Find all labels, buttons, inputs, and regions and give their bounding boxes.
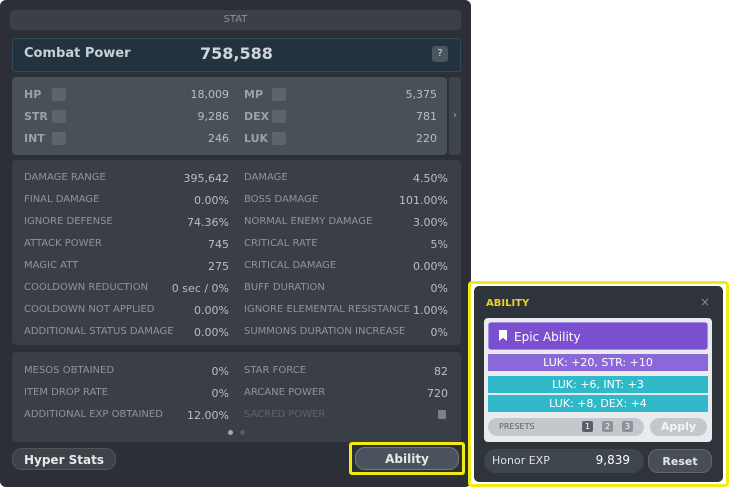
stat-value: 12.00%	[187, 409, 229, 422]
combat-power-value: 758,588	[200, 44, 273, 63]
stat-value: 0%	[211, 387, 229, 400]
honor-exp-value: 9,839	[595, 453, 630, 467]
stat-label: DEX	[244, 110, 270, 123]
close-button[interactable]: ×	[700, 295, 711, 309]
stat-label: ATTACK POWER	[24, 238, 102, 249]
stat-label: ITEM DROP RATE	[24, 387, 108, 398]
grade-bar	[488, 322, 708, 350]
stat-label: LUK	[244, 132, 269, 145]
stat-label: HP	[24, 88, 42, 101]
stat-value: 5%	[430, 238, 448, 251]
stat-label: NORMAL ENEMY DAMAGE	[244, 216, 373, 227]
stat-label: ARCANE POWER	[244, 387, 326, 398]
expand-tab[interactable]: ›	[449, 77, 461, 155]
stat-label: DAMAGE RANGE	[24, 172, 106, 183]
stat-label: SUMMONS DURATION INCREASE	[244, 326, 406, 337]
stat-label: BOSS DAMAGE	[244, 194, 319, 205]
base-stats-panel	[12, 77, 447, 155]
stat-title: STAT	[10, 10, 461, 30]
presets-label: PRESETS	[499, 422, 535, 431]
preset-button[interactable]: 3	[622, 421, 633, 432]
stat-value: 3.00%	[413, 216, 448, 229]
stat-plus-button[interactable]	[52, 88, 66, 101]
apply-button[interactable]: Apply	[650, 418, 707, 436]
stat-value: 9,286	[197, 110, 230, 123]
stat-label: CRITICAL DAMAGE	[244, 260, 337, 271]
stat-value: 395,642	[183, 172, 230, 185]
stat-value: 275	[208, 260, 229, 273]
stat-label: ADDITIONAL EXP OBTAINED	[24, 409, 163, 420]
honor-exp-label: Honor EXP	[492, 454, 550, 467]
stat-label: COOLDOWN NOT APPLIED	[24, 304, 155, 315]
stat-label: BUFF DURATION	[244, 282, 325, 293]
help-button[interactable]: ?	[432, 46, 448, 62]
stat-label: ADDITIONAL STATUS DAMAGE	[24, 326, 174, 337]
preset-button[interactable]: 2	[602, 421, 613, 432]
ability-line: LUK: +6, INT: +3	[488, 376, 708, 393]
reset-button[interactable]: Reset	[648, 449, 712, 473]
ability-line: LUK: +20, STR: +10	[488, 354, 708, 371]
stat-value: 1.00%	[413, 304, 448, 317]
stat-label: MP	[244, 88, 264, 101]
details-panel	[12, 160, 461, 345]
stat-label: INT	[24, 132, 45, 145]
stat-value: 720	[427, 387, 448, 400]
bookmark-icon	[499, 330, 507, 341]
extra-panel	[12, 352, 461, 442]
stat-label: FINAL DAMAGE	[24, 194, 100, 205]
stat-value: 0%	[430, 326, 448, 339]
stat-value: 220	[416, 132, 437, 145]
preset-button[interactable]: 1	[582, 421, 593, 432]
hyper-stats-button[interactable]: Hyper Stats	[12, 448, 116, 470]
stat-value: 781	[416, 110, 437, 123]
page-dot[interactable]	[240, 430, 245, 435]
stat-label: STAR FORCE	[244, 365, 307, 376]
stat-value: 246	[208, 132, 229, 145]
honor-exp-bar	[484, 449, 644, 473]
stat-value: 5,375	[405, 88, 438, 101]
stat-value: 74.36%	[187, 216, 229, 229]
stat-value: 4.50%	[413, 172, 448, 185]
stat-value: 82	[434, 365, 448, 378]
stat-label: STR	[24, 110, 48, 123]
ability-title: ABILITY	[486, 298, 530, 309]
stat-value: 0 sec / 0%	[171, 282, 229, 295]
page-dot[interactable]	[228, 430, 233, 435]
stat-label: IGNORE DEFENSE	[24, 216, 113, 227]
stat-label: MESOS OBTAINED	[24, 365, 115, 376]
stat-value: 0.00%	[413, 260, 448, 273]
ability-button[interactable]: Ability	[355, 447, 459, 470]
stat-label: SACRED POWER	[244, 409, 326, 420]
stat-label: CRITICAL RATE	[244, 238, 318, 249]
lock-icon	[438, 410, 446, 419]
highlight	[349, 442, 465, 475]
combat-power-label: Combat Power	[24, 46, 131, 61]
stat-value: 0%	[211, 365, 229, 378]
stat-value: 745	[208, 238, 229, 251]
combat-power-bar	[12, 38, 461, 72]
stat-value: 0.00%	[194, 194, 229, 207]
grade-label: Epic Ability	[514, 330, 581, 344]
stat-plus-button[interactable]	[52, 132, 66, 145]
stat-label: MAGIC ATT	[24, 260, 79, 271]
stat-value: 101.00%	[399, 194, 448, 207]
stat-value: 18,009	[190, 88, 230, 101]
stat-value: 0.00%	[194, 304, 229, 317]
stat-plus-button[interactable]	[52, 110, 66, 123]
stat-plus-button[interactable]	[272, 88, 286, 101]
stat-plus-button[interactable]	[272, 132, 286, 145]
stat-plus-button[interactable]	[272, 110, 286, 123]
stat-value: 0.00%	[194, 326, 229, 339]
stat-label: COOLDOWN REDUCTION	[24, 282, 149, 293]
ability-line: LUK: +8, DEX: +4	[488, 395, 708, 412]
stat-label: IGNORE ELEMENTAL RESISTANCE	[244, 304, 410, 315]
stat-value: 0%	[430, 282, 448, 295]
stat-label: DAMAGE	[244, 172, 288, 183]
